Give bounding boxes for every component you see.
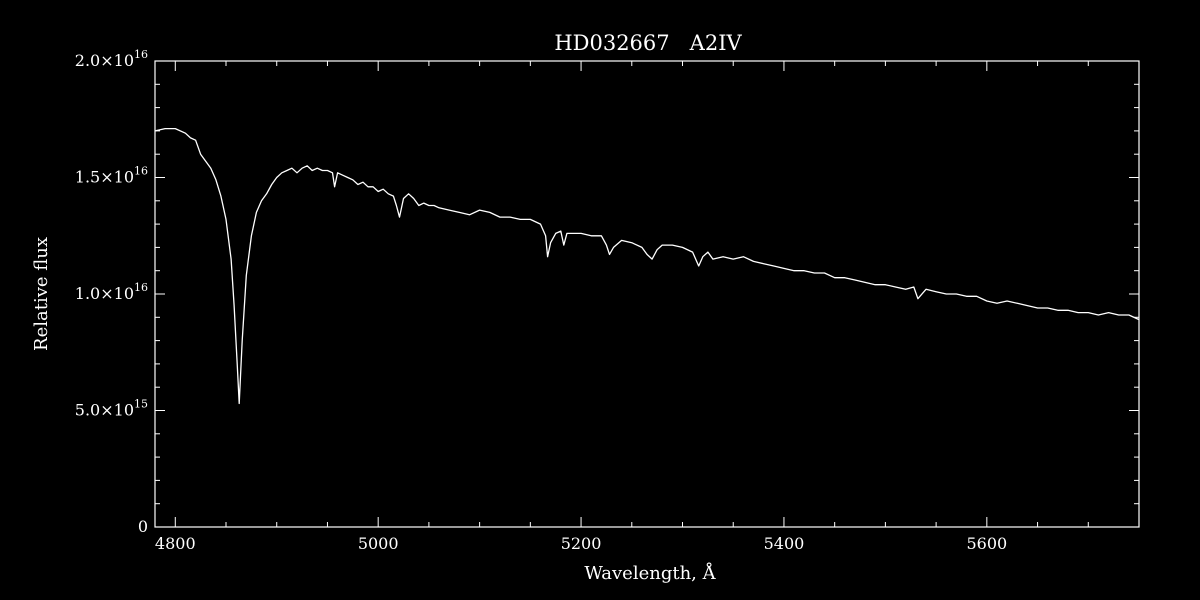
- x-axis-label: Wavelength, Å: [584, 562, 716, 584]
- y-tick-label-mantissa: 2.0×10: [75, 51, 134, 70]
- x-tick-label: 5400: [764, 534, 805, 553]
- y-axis-ticks: [155, 60, 1139, 528]
- y-tick-label: 1.0×1016: [75, 281, 148, 303]
- y-tick-label-exponent: 16: [134, 48, 148, 61]
- y-tick-label: 0: [138, 517, 148, 536]
- y-tick-label-exponent: 15: [134, 398, 148, 411]
- y-tick-label-mantissa: 5.0×10: [75, 401, 134, 420]
- x-tick-label: 5000: [358, 534, 399, 553]
- y-tick-label: 1.5×1016: [75, 165, 148, 187]
- x-tick-label: 5200: [561, 534, 602, 553]
- y-tick-label-mantissa: 0: [138, 517, 148, 536]
- chart-title: HD032667 A2IV: [554, 31, 742, 55]
- y-axis-label: Relative flux: [31, 237, 52, 351]
- y-tick-label: 2.0×1016: [75, 48, 148, 70]
- y-tick-label-mantissa: 1.5×10: [75, 168, 134, 187]
- x-tick-label: 5600: [966, 534, 1007, 553]
- y-tick-label-exponent: 16: [134, 281, 148, 294]
- y-tick-label: 5.0×1015: [75, 398, 148, 420]
- x-axis-tick-labels: 4800 5000 5200 5400 5600: [155, 534, 1007, 553]
- x-axis-ticks: [174, 61, 1140, 527]
- y-tick-label-exponent: 16: [134, 165, 148, 178]
- spectrum-series-line: [154, 127, 1140, 405]
- y-tick-label-mantissa: 1.0×10: [75, 284, 134, 303]
- x-tick-label: 4800: [155, 534, 196, 553]
